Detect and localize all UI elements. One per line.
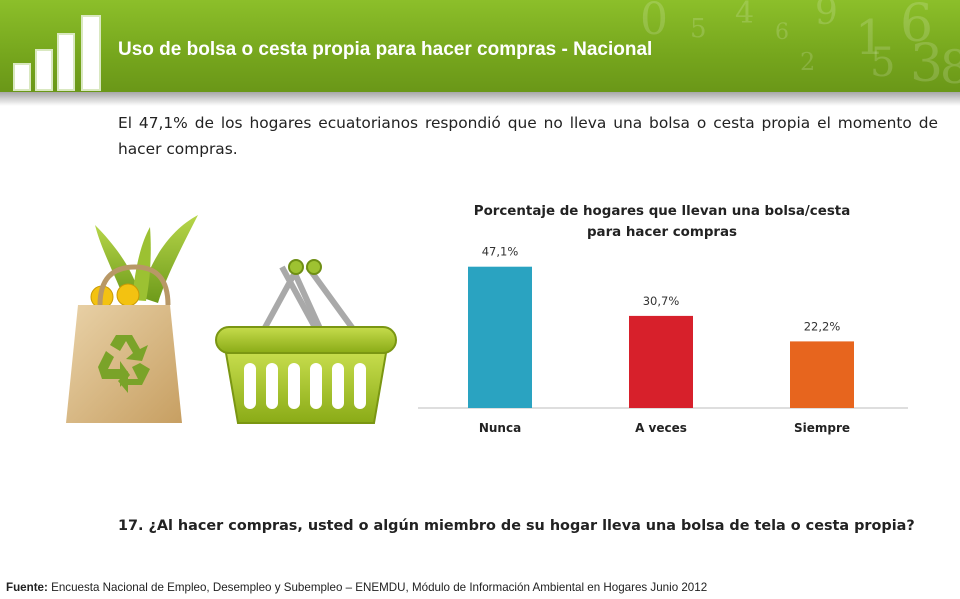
bar-siempre — [790, 341, 854, 408]
source-text: Encuesta Nacional de Empleo, Desempleo y… — [47, 581, 708, 594]
page-title: Uso de bolsa o cesta propia para hacer c… — [118, 39, 653, 60]
chart-title-line1: Porcentaje de hogares que llevan una bol… — [474, 204, 851, 219]
decorative-number: 5 — [690, 14, 707, 44]
decorative-number: 5 — [870, 40, 896, 86]
chart-title-line2: para hacer compras — [587, 225, 737, 240]
decorative-number: 1 — [855, 10, 886, 66]
bar-chart: Porcentaje de hogares que llevan una bol… — [418, 204, 908, 435]
bar-chart-logo-icon — [13, 15, 101, 91]
decorative-number: 9 — [815, 0, 838, 33]
decorative-number: 3 — [910, 34, 944, 92]
data-label: 22,2% — [804, 319, 841, 333]
data-label: 47,1% — [482, 245, 519, 259]
header-banner: 0 5 4 6 9 1 6 5 3 8 2 Uso de bolsa o ces… — [0, 0, 960, 92]
category-label: Siempre — [794, 421, 850, 435]
header-shadow — [0, 92, 960, 106]
shopping-illustration — [66, 215, 397, 424]
recycle-bag-icon — [66, 215, 198, 423]
decorative-number: 4 — [735, 0, 755, 31]
basket-icon — [215, 259, 397, 424]
source-label: Fuente: — [6, 581, 48, 594]
category-label: Nunca — [479, 421, 521, 435]
summary-text: El 47,1% de los hogares ecuatorianos res… — [118, 114, 938, 158]
bar-nunca — [468, 266, 532, 408]
category-label: A veces — [635, 421, 687, 435]
decorative-number: 6 — [900, 0, 934, 54]
source-note: Fuente: Encuesta Nacional de Empleo, Des… — [6, 581, 707, 594]
data-label: 30,7% — [643, 294, 680, 308]
bar-a-veces — [629, 315, 693, 408]
decorative-number: 2 — [800, 48, 816, 76]
survey-question: 17. ¿Al hacer compras, usted o algún mie… — [118, 518, 915, 534]
decorative-number: 0 — [640, 0, 668, 45]
decorative-number: 8 — [940, 40, 960, 92]
decorative-number: 6 — [775, 20, 789, 45]
